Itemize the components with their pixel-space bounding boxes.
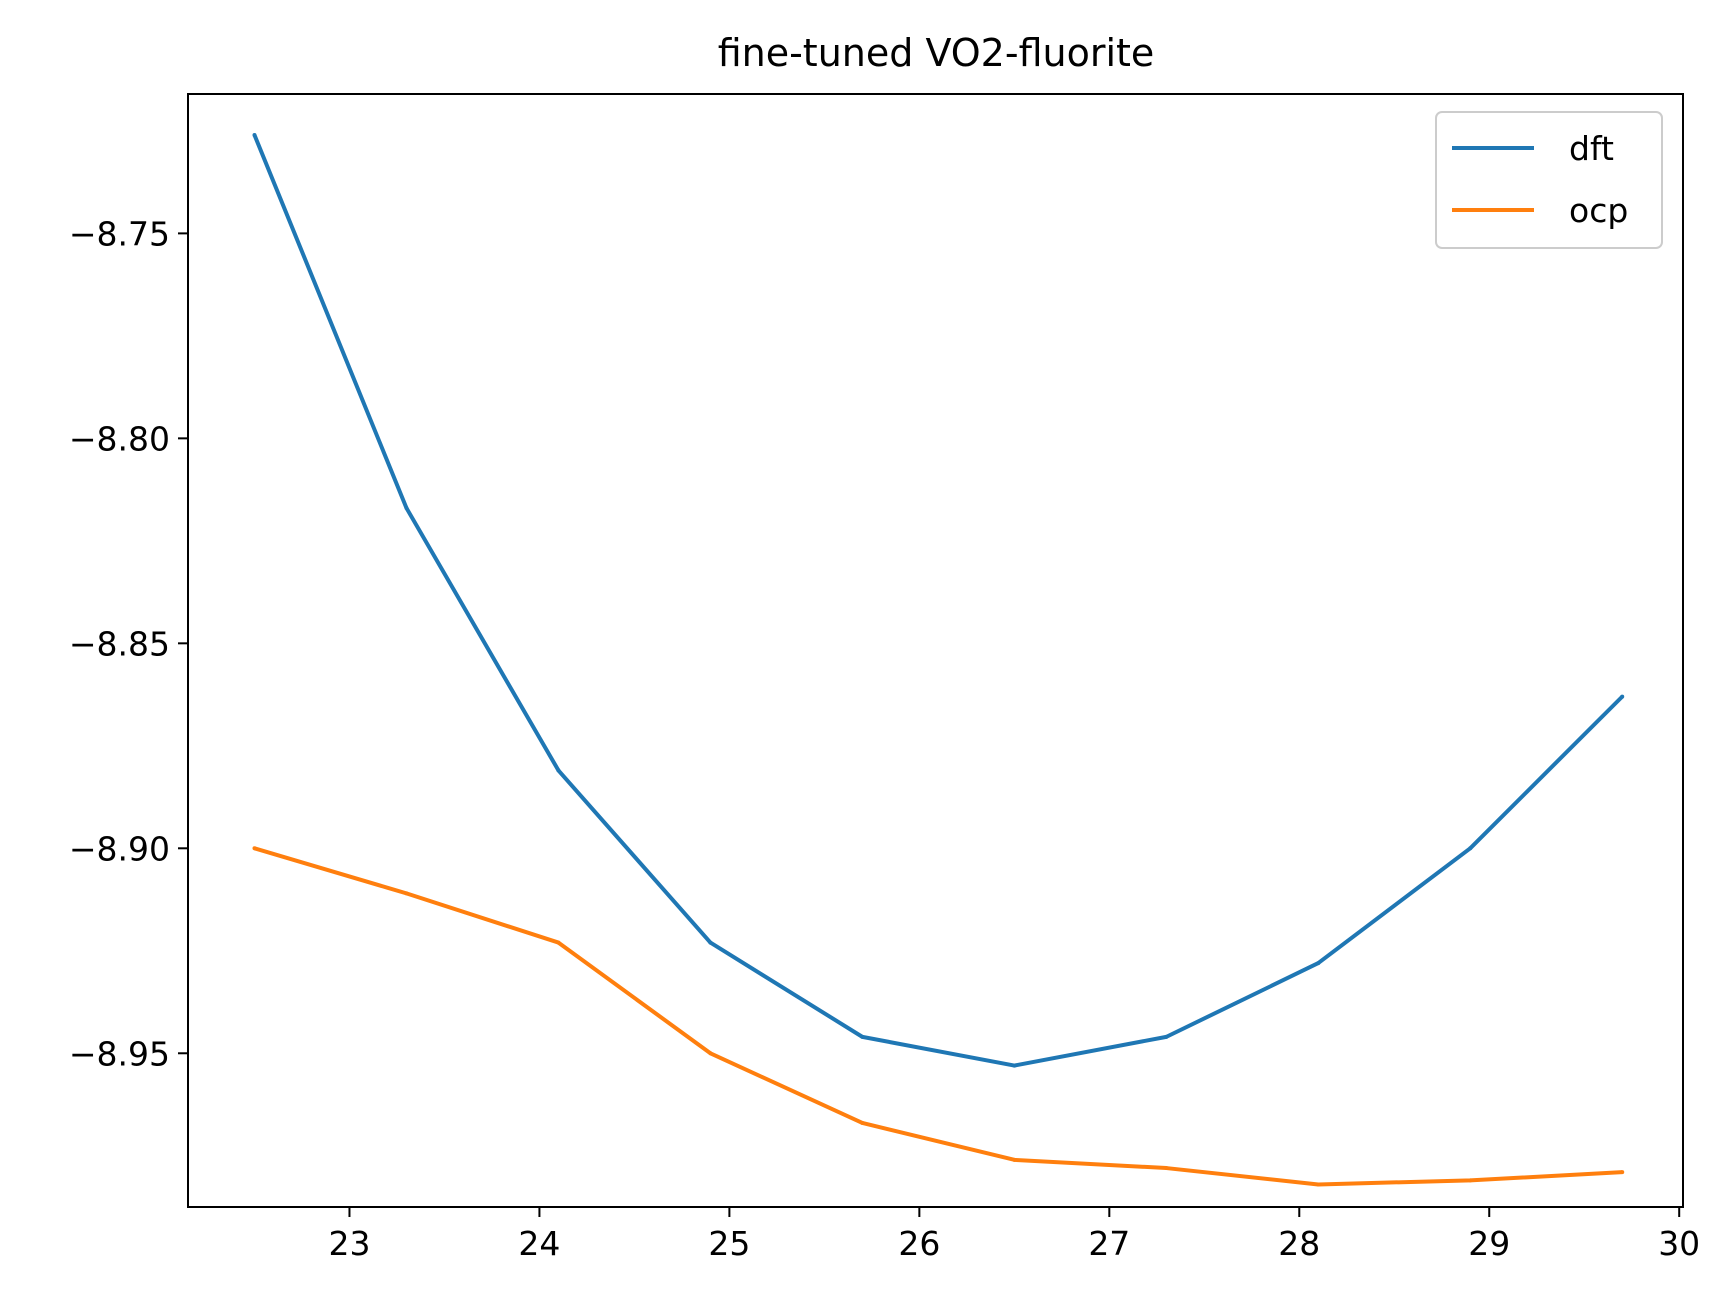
data-point-ocp	[860, 1120, 865, 1125]
data-point-dft	[860, 1034, 865, 1039]
data-point-ocp	[404, 891, 409, 896]
y-tick-label: −8.75	[69, 214, 170, 253]
legend-label-dft: dft	[1569, 129, 1614, 168]
data-point-ocp	[1012, 1157, 1017, 1162]
legend: dft ocp	[1435, 111, 1663, 249]
data-point-ocp	[1468, 1178, 1473, 1183]
y-tick-label: −8.95	[69, 1034, 170, 1073]
data-point-dft	[1316, 961, 1321, 966]
x-tick-label: 26	[898, 1224, 940, 1263]
series-layer	[252, 132, 1625, 1187]
data-point-ocp	[556, 940, 561, 945]
data-point-dft	[404, 506, 409, 511]
x-tick-label: 28	[1278, 1224, 1320, 1263]
data-point-dft	[556, 768, 561, 773]
data-point-ocp	[1164, 1166, 1169, 1171]
x-tick-label: 24	[518, 1224, 560, 1263]
data-point-ocp	[1620, 1170, 1625, 1175]
chart-title: fine-tuned VO2-fluorite	[718, 31, 1155, 75]
x-axis: 23 24 25 26 27 28 29 30	[328, 1207, 1700, 1263]
data-point-dft	[1164, 1034, 1169, 1039]
x-tick-label: 30	[1658, 1224, 1700, 1263]
x-tick-label: 23	[328, 1224, 370, 1263]
x-tick-label: 29	[1468, 1224, 1510, 1263]
legend-label-ocp: ocp	[1569, 191, 1628, 230]
data-point-ocp	[708, 1051, 713, 1056]
x-tick-label: 27	[1088, 1224, 1130, 1263]
data-point-dft	[1468, 846, 1473, 851]
series-line-dft	[252, 134, 1624, 1068]
data-point-ocp	[1316, 1182, 1321, 1187]
data-point-dft	[708, 940, 713, 945]
x-tick-label: 25	[708, 1224, 750, 1263]
data-point-ocp	[252, 846, 257, 851]
plot-frame	[187, 93, 1684, 1208]
y-tick-label: −8.85	[69, 624, 170, 663]
y-tick-label: −8.90	[69, 829, 170, 868]
y-axis: −8.75 −8.80 −8.85 −8.90 −8.95	[69, 214, 188, 1073]
series-line-ocp	[253, 846, 1623, 1187]
data-point-dft	[252, 132, 257, 137]
data-point-dft	[1012, 1063, 1017, 1068]
y-tick-label: −8.80	[69, 419, 170, 458]
data-point-dft	[1620, 694, 1625, 699]
